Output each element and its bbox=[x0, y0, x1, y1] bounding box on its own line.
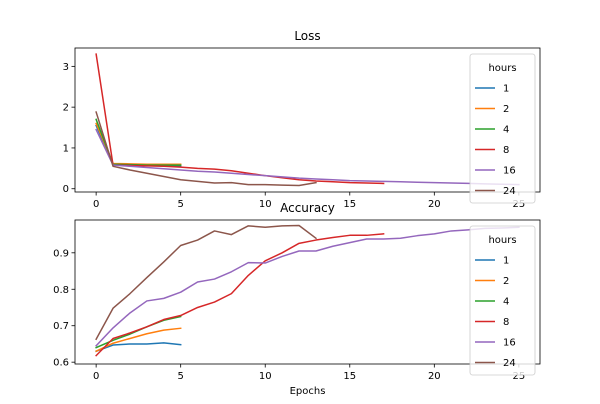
x-tick-label: 20 bbox=[428, 199, 441, 210]
series-line-16 bbox=[95, 128, 520, 186]
legend-label-4: 4 bbox=[503, 125, 509, 136]
x-tick-label: 5 bbox=[177, 199, 183, 210]
x-tick-label: 15 bbox=[343, 371, 356, 382]
axes-frame bbox=[74, 47, 541, 193]
y-tick-label: 0.9 bbox=[53, 248, 69, 259]
series-line-2 bbox=[95, 327, 182, 353]
series-group bbox=[95, 53, 520, 187]
x-tick-label: 25 bbox=[512, 199, 525, 210]
legend-label-4: 4 bbox=[503, 297, 509, 308]
legend-label-16: 16 bbox=[503, 338, 516, 349]
legend-title: hours bbox=[488, 235, 516, 246]
legend-label-8: 8 bbox=[503, 317, 509, 328]
series-line-16 bbox=[95, 226, 520, 347]
x-tick-label: 15 bbox=[343, 199, 356, 210]
series-group bbox=[95, 224, 520, 357]
axes-frame bbox=[74, 219, 541, 365]
y-tick-label: 3 bbox=[63, 62, 69, 73]
legend-label-8: 8 bbox=[503, 145, 509, 156]
legend-title: hours bbox=[488, 63, 516, 74]
legend-label-24: 24 bbox=[503, 186, 516, 197]
subplot-1: 0 5 10 15 20 250.60.70.80.9AccuracyEpochshour… bbox=[53, 201, 541, 397]
y-tick-label: 0.8 bbox=[53, 285, 69, 296]
legend-label-2: 2 bbox=[503, 276, 509, 287]
legend-box bbox=[469, 225, 536, 376]
x-tick-label: 5 bbox=[177, 371, 183, 382]
series-line-8 bbox=[95, 53, 385, 185]
y-tick-label: 0.6 bbox=[53, 358, 69, 369]
series-line-8 bbox=[95, 233, 385, 357]
chart-title: Accuracy bbox=[280, 201, 335, 215]
legend-label-2: 2 bbox=[503, 104, 509, 115]
x-tick-label: 10 bbox=[259, 199, 272, 210]
x-tick-label: 0 bbox=[93, 199, 99, 210]
x-tick-label: 10 bbox=[259, 371, 272, 382]
legend-label-1: 1 bbox=[503, 84, 509, 95]
legend-box bbox=[469, 53, 536, 204]
legend-label-16: 16 bbox=[503, 166, 516, 177]
x-axis-label: Epochs bbox=[290, 386, 326, 397]
series-line-24 bbox=[95, 111, 317, 187]
y-tick-label: 2 bbox=[63, 103, 69, 114]
legend-label-1: 1 bbox=[503, 256, 509, 267]
x-tick-label: 0 bbox=[93, 371, 99, 382]
legend-label-24: 24 bbox=[503, 358, 516, 369]
y-tick-label: 0.7 bbox=[53, 321, 69, 332]
y-tick-label: 1 bbox=[63, 143, 69, 154]
y-tick-label: 0 bbox=[63, 184, 69, 195]
chart-title: Loss bbox=[294, 29, 320, 43]
series-line-1 bbox=[95, 342, 182, 353]
x-tick-label: 20 bbox=[428, 371, 441, 382]
x-tick-label: 25 bbox=[512, 371, 525, 382]
series-line-24 bbox=[95, 224, 318, 341]
